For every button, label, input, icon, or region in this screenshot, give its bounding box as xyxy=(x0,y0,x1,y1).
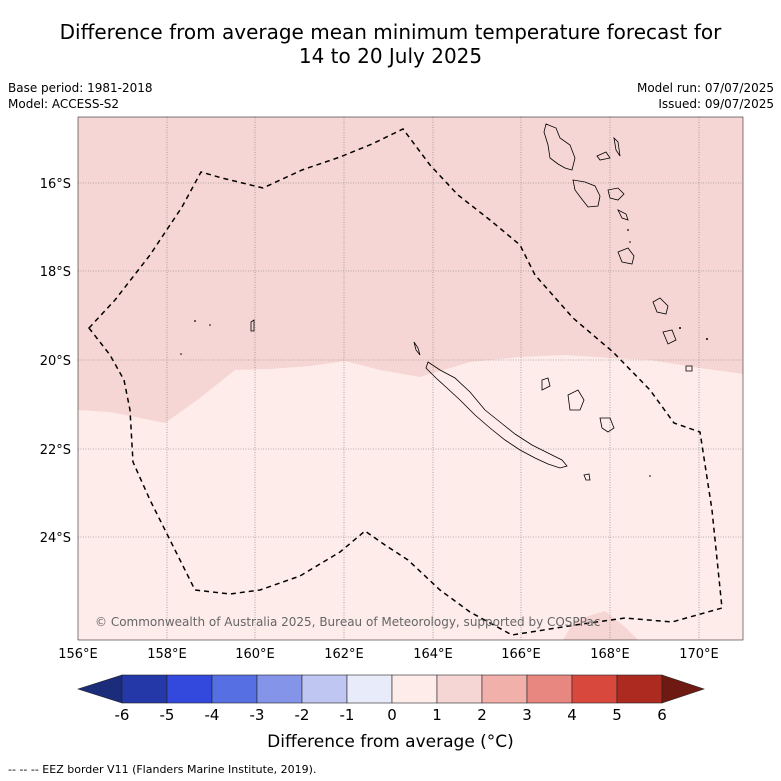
map-plot-area xyxy=(78,117,743,640)
colorbar-extend-high xyxy=(661,674,705,704)
colorbar-swatch xyxy=(346,674,393,704)
colorbar-swatch xyxy=(256,674,303,704)
colorbar-swatch xyxy=(166,674,213,704)
lon-axis-labels: 156°E 158°E 160°E 162°E 164°E 166°E 168°… xyxy=(58,647,719,662)
lon-label: 162°E xyxy=(324,647,364,662)
base-period: Base period: 1981-2018 xyxy=(8,81,153,95)
colorbar-swatch xyxy=(211,674,258,704)
small-islands xyxy=(180,229,708,477)
lon-label: 156°E xyxy=(58,647,98,662)
colorbar-tick: 5 xyxy=(612,706,622,724)
colorbar-tick: -4 xyxy=(205,706,220,724)
lon-label: 166°E xyxy=(501,647,541,662)
colorbar-tick: 1 xyxy=(432,706,442,724)
colorbar-swatch xyxy=(526,674,573,704)
lat-label: 24°S xyxy=(40,531,71,546)
colorbar-tick: 2 xyxy=(477,706,487,724)
anomaly-band-0-1 xyxy=(78,355,743,640)
colorbar-swatch xyxy=(391,674,438,704)
grid-lines xyxy=(78,117,743,640)
map-frame xyxy=(77,116,744,641)
copyright-text: © Commonwealth of Australia 2025, Bureau… xyxy=(95,615,600,629)
colorbar-swatch xyxy=(121,674,168,704)
lat-axis-labels: 16°S 18°S 20°S 22°S 24°S xyxy=(40,177,71,546)
eez-border xyxy=(88,128,723,636)
colorbar-tick: -5 xyxy=(160,706,175,724)
anomaly-band-warm-patch xyxy=(563,611,638,640)
lat-label: 16°S xyxy=(40,177,71,192)
lon-label: 160°E xyxy=(235,647,275,662)
lon-label: 164°E xyxy=(413,647,453,662)
colorbar-title: Difference from average (°C) xyxy=(267,732,514,752)
colorbar xyxy=(77,674,705,704)
colorbar-tick: 6 xyxy=(657,706,667,724)
colorbar-swatch xyxy=(616,674,663,704)
colorbar-swatch xyxy=(571,674,618,704)
colorbar-tick: 3 xyxy=(522,706,532,724)
issued-date: Issued: 09/07/2025 xyxy=(658,97,774,111)
colorbar-tick: -1 xyxy=(340,706,355,724)
model-name: Model: ACCESS-S2 xyxy=(8,97,120,111)
lon-label: 168°E xyxy=(590,647,630,662)
colorbar-tick: -3 xyxy=(250,706,265,724)
colorbar-tick: -2 xyxy=(295,706,310,724)
chart-title: Difference from average mean minimum tem… xyxy=(0,20,781,68)
colorbar-ticks: -6 -5 -4 -3 -2 -1 0 1 2 3 4 5 6 xyxy=(115,706,667,724)
colorbar-tick: -6 xyxy=(115,706,130,724)
title-line-1: Difference from average mean minimum tem… xyxy=(59,20,722,44)
lat-label: 20°S xyxy=(40,354,71,369)
meta-left: Base period: 1981-2018 Model: ACCESS-S2 xyxy=(8,80,153,112)
colorbar-tick: 4 xyxy=(567,706,577,724)
lon-label: 158°E xyxy=(147,647,187,662)
model-run: Model run: 07/07/2025 xyxy=(636,81,774,95)
lat-label: 18°S xyxy=(40,265,71,280)
colorbar-swatch xyxy=(301,674,348,704)
meta-right: Model run: 07/07/2025 Issued: 09/07/2025 xyxy=(637,80,774,112)
lon-label: 170°E xyxy=(679,647,719,662)
colorbar-swatch xyxy=(481,674,528,704)
colorbar-extend-low xyxy=(77,674,123,704)
eez-legend: -- -- -- EEZ border V11 (Flanders Marine… xyxy=(8,763,317,776)
colorbar-tick: 0 xyxy=(387,706,397,724)
title-line-2: 14 to 20 July 2025 xyxy=(298,44,483,68)
lat-label: 22°S xyxy=(40,443,71,458)
colorbar-swatch xyxy=(436,674,483,704)
coastlines xyxy=(250,123,693,481)
